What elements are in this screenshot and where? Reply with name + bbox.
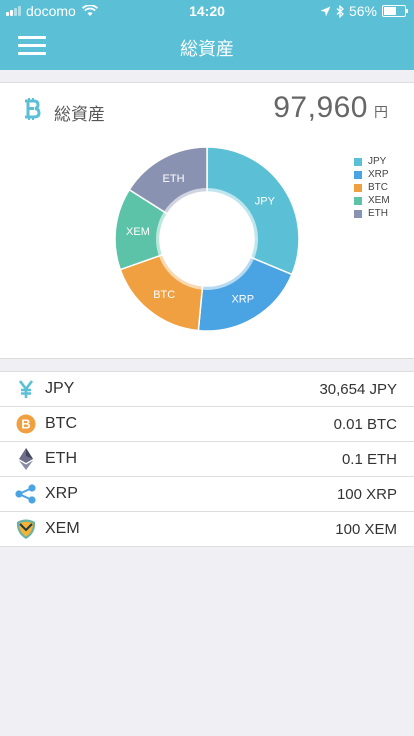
legend-item-xrp: XRP <box>354 168 390 181</box>
holding-row-eth[interactable]: ETH 0.1 ETH <box>0 442 414 477</box>
slice-label-eth: ETH <box>163 173 185 185</box>
donut-slice-eth <box>128 146 208 215</box>
asset-donut-chart: JPY XRP BTC XEM ETH <box>114 146 300 332</box>
bitcoin-icon: B <box>15 413 37 435</box>
holding-name: XEM <box>45 520 80 537</box>
bitcoin-logo-icon <box>25 98 41 120</box>
legend-label: XEM <box>368 195 390 206</box>
legend-label: ETH <box>368 208 388 219</box>
holding-name: XRP <box>45 485 78 502</box>
navigation-bar: 総資産 <box>0 22 414 70</box>
total-assets-card: 総資産 97,960 円 JPY XRP BTC XEM ETH JPY XRP BTC XE… <box>0 82 414 359</box>
nem-icon <box>15 518 37 540</box>
ripple-icon <box>15 483 37 505</box>
bluetooth-icon <box>336 4 344 18</box>
holding-row-btc[interactable]: B BTC 0.01 BTC <box>0 407 414 442</box>
legend-label: JPY <box>368 156 387 167</box>
holding-name: BTC <box>45 415 77 432</box>
menu-button[interactable] <box>18 36 46 56</box>
legend-swatch <box>354 209 362 218</box>
holding-amount: 0.01 BTC <box>333 415 397 433</box>
slice-label-xrp: XRP <box>231 294 254 306</box>
legend-swatch <box>354 157 362 166</box>
signal-icon <box>6 6 21 16</box>
legend-swatch <box>354 183 362 192</box>
holding-amount: 30,654 JPY <box>319 380 397 398</box>
svg-text:B: B <box>21 417 30 432</box>
donut-slice-jpy <box>206 146 300 276</box>
ethereum-icon <box>15 448 37 470</box>
wifi-icon <box>81 5 98 16</box>
slice-label-btc: BTC <box>153 289 175 301</box>
holdings-list: JPY 30,654 JPY B BTC 0.01 BTC ETH 0.1 ETH XRP 10… <box>0 371 414 547</box>
battery-percent: 56% <box>348 3 377 19</box>
legend-label: XRP <box>368 169 389 180</box>
holding-row-jpy[interactable]: JPY 30,654 JPY <box>0 372 414 407</box>
location-icon <box>320 6 331 16</box>
legend-label: BTC <box>368 182 388 193</box>
legend-item-jpy: JPY <box>354 155 390 168</box>
carrier-name: docomo <box>26 3 76 19</box>
hamburger-line <box>18 52 46 55</box>
slice-label-jpy: JPY <box>255 195 276 207</box>
chart-legend: JPY XRP BTC XEM ETH <box>354 155 390 220</box>
hamburger-line <box>18 36 46 39</box>
legend-swatch <box>354 170 362 179</box>
yen-icon <box>15 378 37 400</box>
total-amount: 97,960 円 <box>273 91 388 125</box>
status-bar: docomo 14:20 56% <box>0 0 414 22</box>
legend-item-xem: XEM <box>354 194 390 207</box>
holding-amount: 100 XEM <box>335 520 397 538</box>
holding-row-xrp[interactable]: XRP 100 XRP <box>0 477 414 512</box>
page-title: 総資産 <box>180 39 234 59</box>
legend-item-eth: ETH <box>354 207 390 220</box>
hamburger-line <box>18 44 46 47</box>
holding-amount: 0.1 ETH <box>341 450 397 468</box>
donut-inner-ring <box>156 188 258 290</box>
holding-name: ETH <box>45 450 77 467</box>
slice-label-xem: XEM <box>126 226 150 238</box>
total-value: 97,960 <box>273 91 368 124</box>
total-unit: 円 <box>374 104 388 120</box>
holding-row-xem[interactable]: XEM 100 XEM <box>0 512 414 546</box>
holding-name: JPY <box>45 380 75 397</box>
clock: 14:20 <box>189 3 225 19</box>
legend-item-btc: BTC <box>354 181 390 194</box>
total-assets-label: 総資産 <box>54 105 105 124</box>
battery-icon <box>382 5 408 17</box>
legend-swatch <box>354 196 362 205</box>
holding-amount: 100 XRP <box>336 485 397 503</box>
